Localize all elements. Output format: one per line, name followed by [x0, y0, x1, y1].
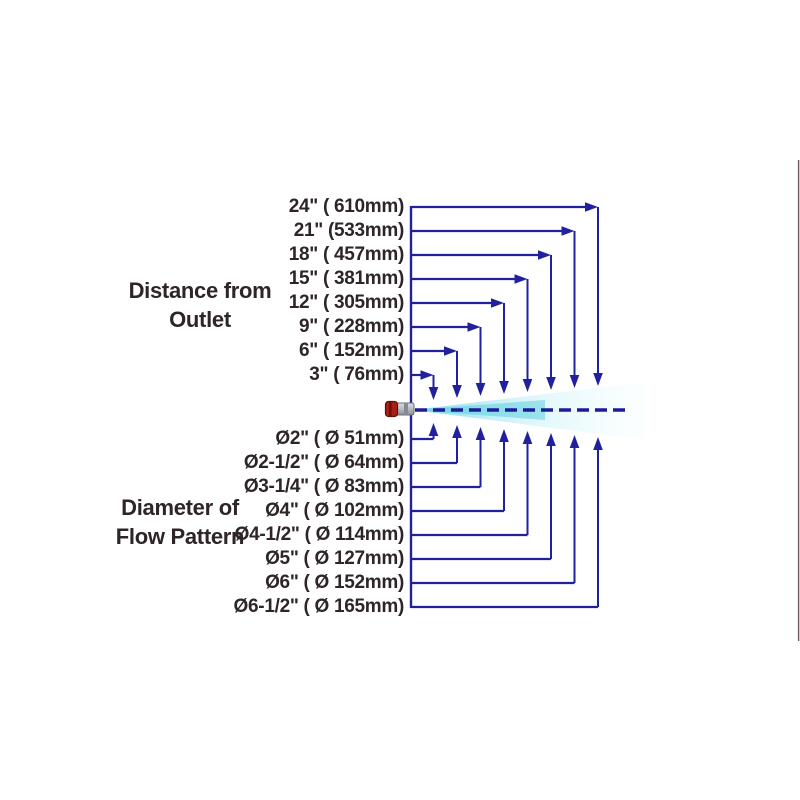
nozzle-cap-stripe	[389, 401, 392, 417]
arrow-right-icon	[538, 250, 551, 260]
arrow-up-icon	[452, 425, 462, 438]
arrow-right-icon	[420, 370, 434, 380]
diameter-label-5in: Ø5" ( Ø 127mm)	[265, 548, 404, 569]
diameter-section-title-line2: Flow Pattern	[115, 524, 245, 549]
arrow-down-icon	[522, 379, 533, 392]
diameter-label-6-5in: Ø6-1/2" ( Ø 165mm)	[233, 596, 405, 617]
diameter-label-4-5in: Ø4-1/2" ( Ø 114mm)	[234, 524, 405, 545]
arrow-right-icon	[585, 202, 598, 212]
distance-label-6in: 6" ( 152mm)	[299, 340, 404, 361]
arrow-up-icon	[499, 429, 509, 442]
arrow-down-icon	[499, 381, 509, 394]
diameter-label-3-25in: Ø3-1/4" ( Ø 83mm)	[243, 476, 404, 497]
arrow-up-icon	[546, 433, 556, 446]
arrow-right-icon	[444, 346, 457, 356]
arrow-down-icon	[452, 385, 462, 398]
arrow-down-icon	[546, 377, 556, 390]
arrow-up-icon	[475, 427, 486, 440]
distance-label-24in: 24" ( 610mm)	[288, 196, 405, 217]
arrow-right-icon	[491, 298, 504, 308]
arrow-down-icon	[475, 383, 486, 396]
nozzle-band	[404, 403, 408, 415]
arrow-right-icon	[514, 274, 528, 284]
distance-label-15in: 15" ( 381mm)	[288, 268, 405, 289]
distance-section-title-line1: Distance from	[128, 278, 272, 303]
arrow-right-icon	[467, 322, 481, 332]
arrow-up-icon	[569, 435, 580, 448]
arrow-down-icon	[569, 375, 580, 388]
diameter-label-2in: Ø2" ( Ø 51mm)	[275, 428, 404, 449]
distance-label-3in: 3" ( 76mm)	[309, 364, 404, 385]
arrow-up-icon	[428, 423, 439, 436]
diameter-label-2-5in: Ø2-1/2" ( Ø 64mm)	[243, 452, 404, 473]
distance-label-12in: 12" ( 305mm)	[288, 292, 405, 313]
distance-label-18in: 18" ( 457mm)	[288, 244, 405, 265]
arrow-down-icon	[428, 387, 439, 400]
distance-section-title-line2: Outlet	[169, 307, 231, 332]
arrow-right-icon	[561, 226, 575, 236]
diameter-label-4in: Ø4" ( Ø 102mm)	[265, 500, 404, 521]
dimension-lines	[411, 202, 603, 609]
distance-label-21in: 21" (533mm)	[293, 220, 405, 241]
distance-label-9in: 9" ( 228mm)	[299, 316, 404, 337]
diameter-section-title-line1: Diameter of	[121, 495, 239, 520]
arrow-up-icon	[593, 437, 603, 450]
arrow-up-icon	[522, 431, 533, 444]
nozzle	[384, 400, 415, 418]
diameter-label-6in: Ø6" ( Ø 152mm)	[265, 572, 404, 593]
arrow-down-icon	[593, 373, 603, 386]
